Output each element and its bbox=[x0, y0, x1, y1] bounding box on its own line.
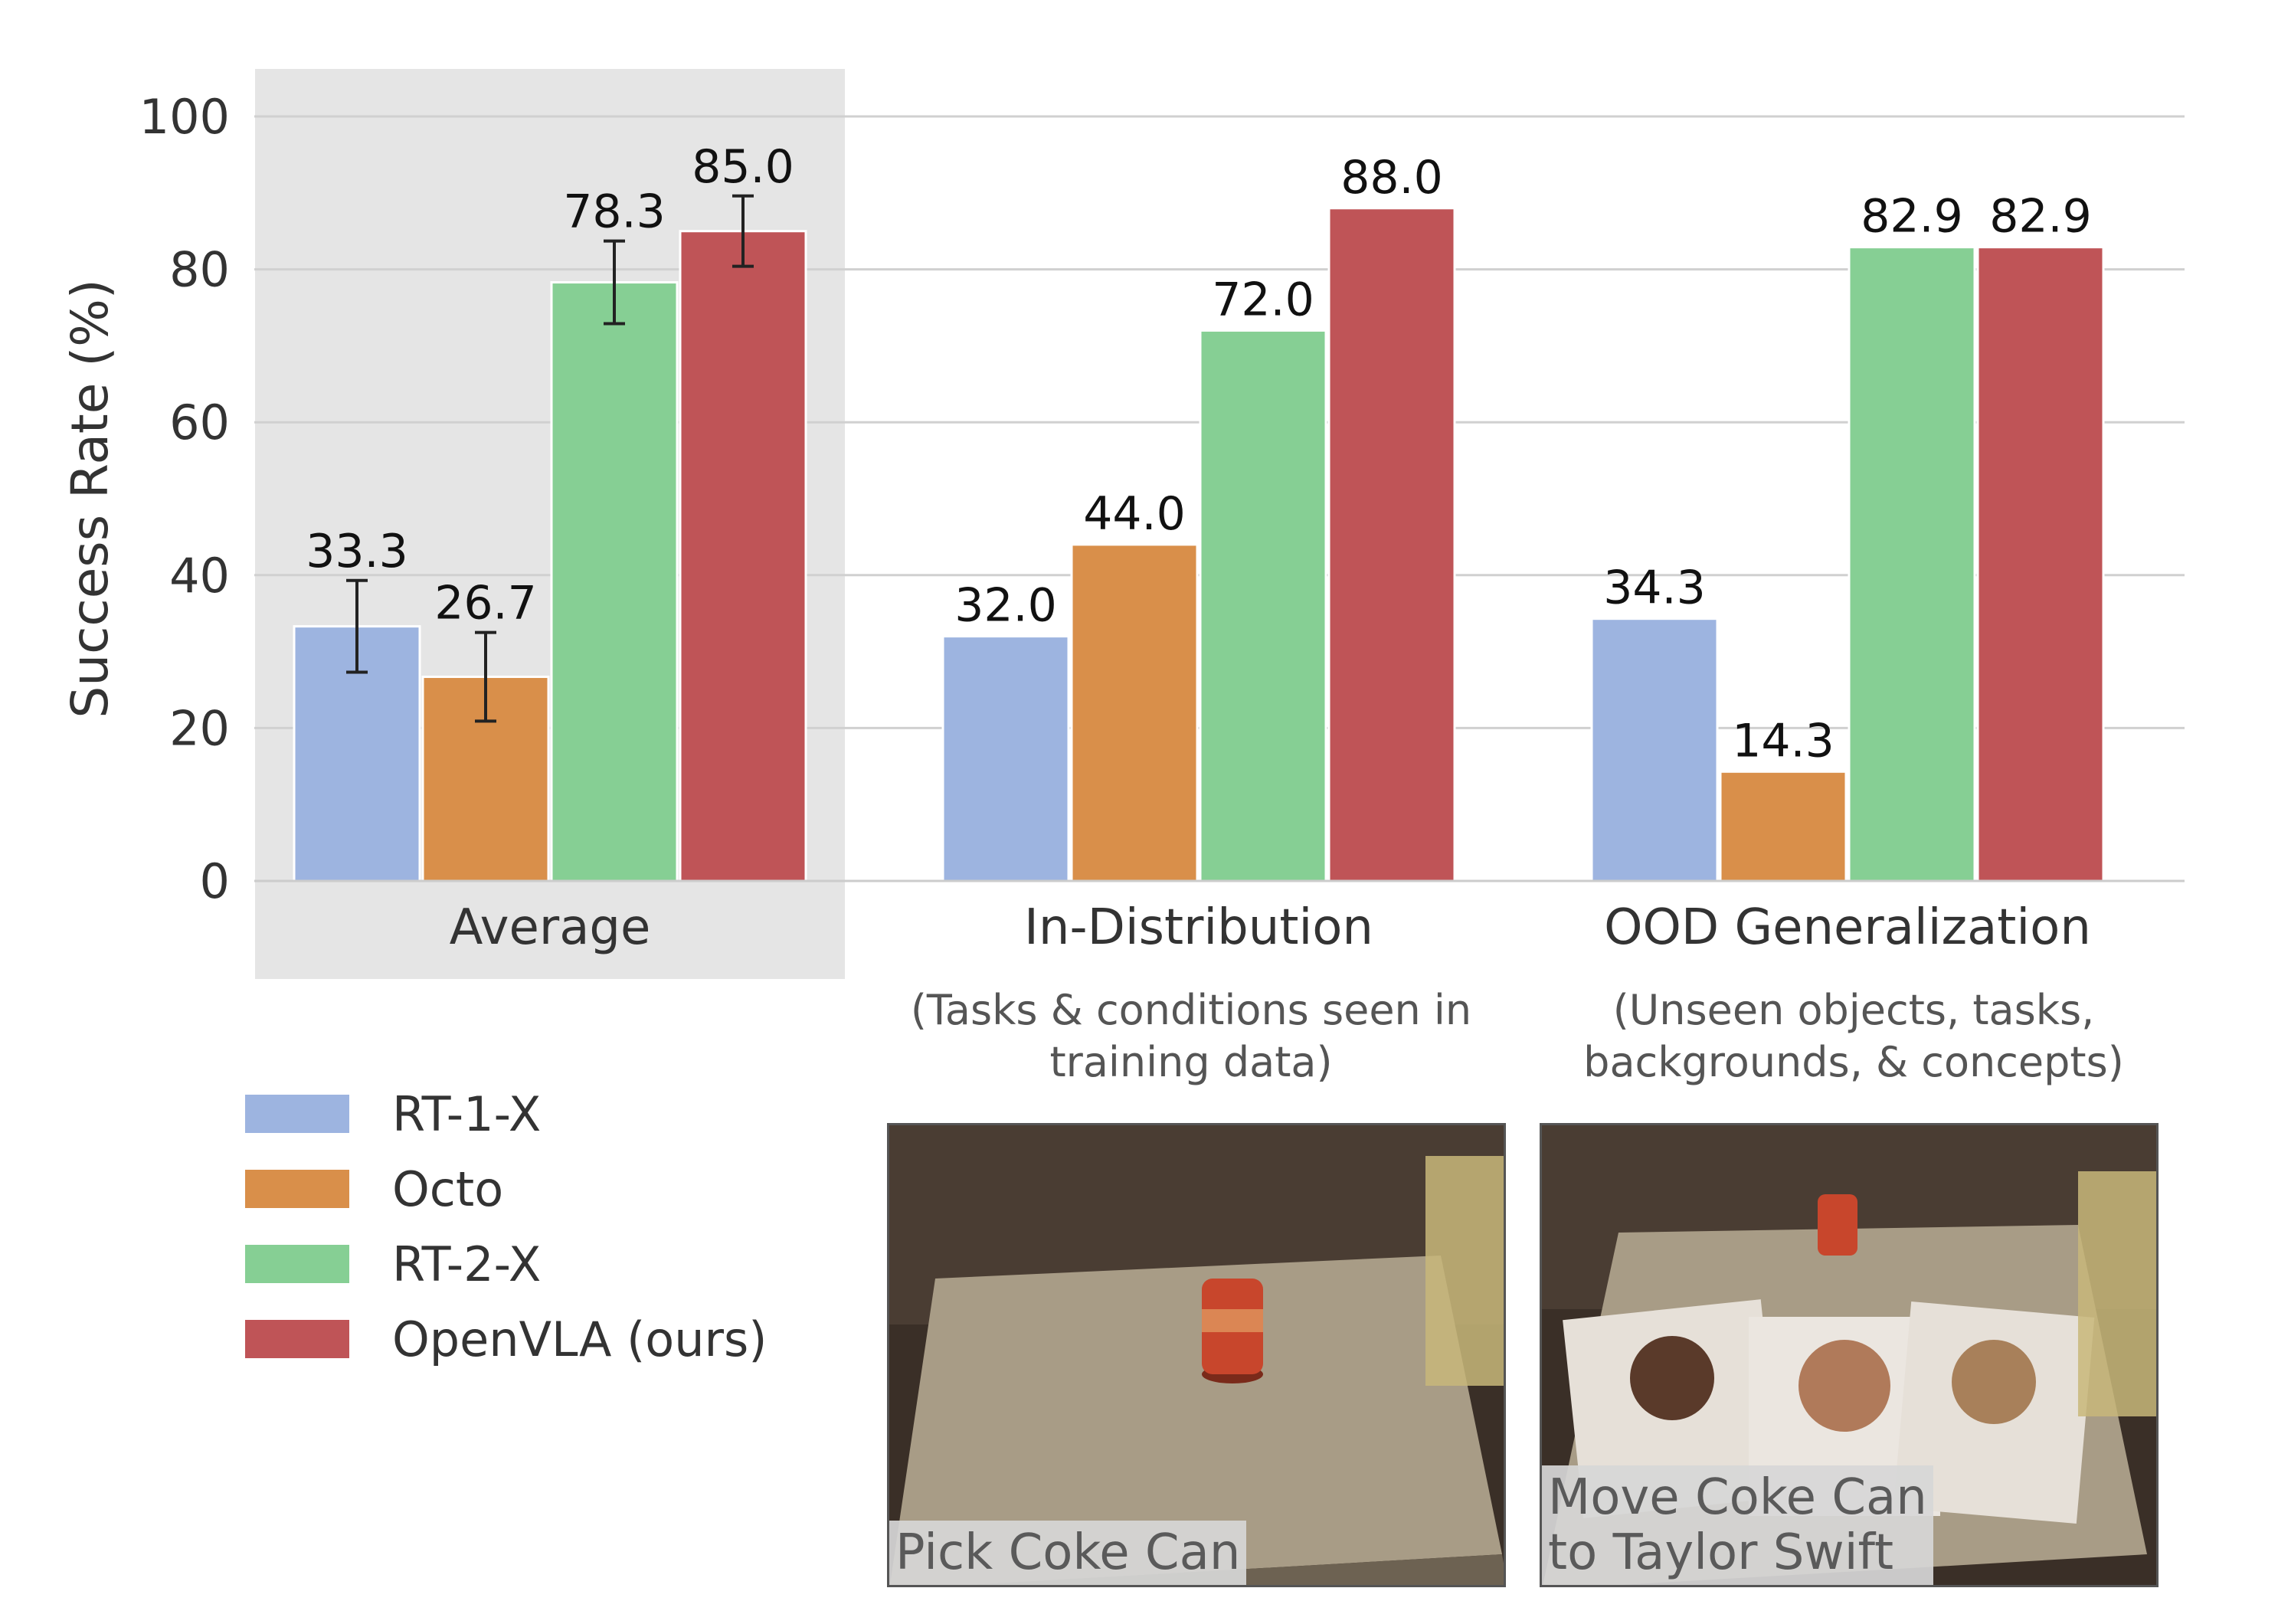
y-tick-label: 80 bbox=[169, 242, 230, 298]
x-category-label: In-Distribution bbox=[1024, 899, 1373, 956]
legend-swatch bbox=[245, 1170, 349, 1208]
bar-chart: 0 20 40 60 80 100 Success Rate (%) 33.3 26.7 78.3… bbox=[61, 69, 2185, 979]
legend-label: RT-2-X bbox=[392, 1236, 542, 1292]
ood-note: (Unseen objects, tasks, backgrounds, & c… bbox=[1583, 986, 2124, 1086]
legend-swatch bbox=[245, 1095, 349, 1133]
bar bbox=[1327, 207, 1456, 882]
caption-pick-coke-can: Pick Coke Can bbox=[889, 1521, 1247, 1585]
legend-item: RT-2-X bbox=[245, 1226, 768, 1301]
legend-label: Octo bbox=[392, 1161, 504, 1217]
in-distribution-note: (Tasks & conditions seen in training dat… bbox=[910, 986, 1472, 1086]
x-category-label: Average bbox=[450, 899, 651, 956]
bar bbox=[1719, 770, 1848, 882]
bar bbox=[1070, 543, 1199, 882]
data-label: 85.0 bbox=[692, 140, 794, 194]
legend-label: RT-1-X bbox=[392, 1085, 542, 1142]
data-label: 33.3 bbox=[306, 525, 408, 578]
legend-item: OpenVLA (ours) bbox=[245, 1301, 768, 1377]
bar bbox=[1976, 246, 2105, 882]
y-tick-label: 40 bbox=[169, 548, 230, 604]
x-category-label: OOD Generalization bbox=[1604, 899, 2091, 956]
data-label: 14.3 bbox=[1732, 714, 1835, 768]
y-axis-label: Success Rate (%) bbox=[61, 279, 119, 718]
data-label: 88.0 bbox=[1340, 151, 1443, 205]
photo-pick-coke-can: Pick Coke Can bbox=[887, 1123, 1506, 1587]
legend-label: OpenVLA (ours) bbox=[392, 1311, 768, 1367]
data-label: 32.0 bbox=[954, 579, 1057, 633]
y-tick-label: 100 bbox=[139, 89, 230, 145]
bar bbox=[679, 230, 807, 882]
data-label: 34.3 bbox=[1603, 562, 1706, 615]
legend-swatch bbox=[245, 1245, 349, 1283]
y-tick-label: 0 bbox=[200, 853, 230, 909]
y-tick-label: 20 bbox=[169, 700, 230, 756]
legend-item: RT-1-X bbox=[245, 1076, 768, 1151]
data-label: 26.7 bbox=[434, 577, 537, 630]
caption-move-coke-can: Move Coke Can to Taylor Swift bbox=[1542, 1465, 1933, 1585]
legend-swatch bbox=[245, 1320, 349, 1358]
data-label: 82.9 bbox=[1861, 190, 1963, 244]
data-label: 82.9 bbox=[1989, 190, 2092, 244]
legend-item: Octo bbox=[245, 1151, 768, 1226]
legend: RT-1-X Octo RT-2-X OpenVLA (ours) bbox=[245, 1076, 768, 1377]
bar bbox=[941, 635, 1070, 882]
data-label: 78.3 bbox=[563, 185, 666, 239]
bar bbox=[1848, 246, 1976, 882]
bar bbox=[1590, 617, 1719, 882]
bar bbox=[550, 281, 679, 882]
data-label: 44.0 bbox=[1083, 487, 1186, 541]
photo-move-coke-can: Move Coke Can to Taylor Swift bbox=[1540, 1123, 2159, 1587]
scene-pick-illustration bbox=[889, 1125, 1504, 1585]
data-label: 72.0 bbox=[1212, 273, 1314, 326]
y-tick-label: 60 bbox=[169, 395, 230, 450]
bar bbox=[1199, 329, 1327, 882]
